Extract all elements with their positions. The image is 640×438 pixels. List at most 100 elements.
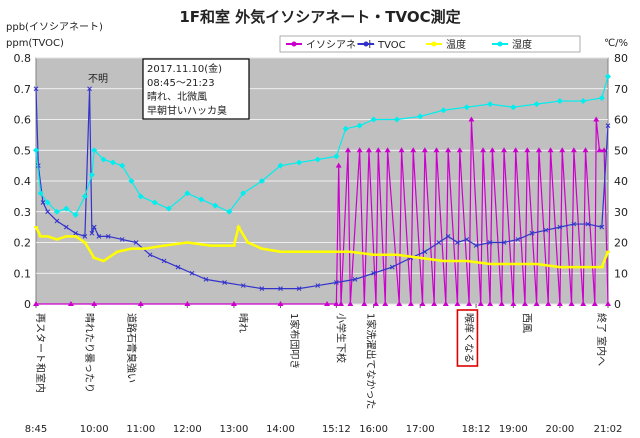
data-point [33,86,39,92]
y-tick-left-label: 0.7 [14,83,32,96]
event-label: 1家洗濯出てなかった [365,313,378,409]
data-point [393,116,400,123]
data-point [445,233,451,239]
data-point [325,250,330,253]
data-point [109,159,116,166]
event-label: 道路石膏臭強い [125,313,138,383]
data-point [418,256,423,259]
data-point [580,98,587,105]
data-point [468,116,475,122]
event-label: 終了 室内へ [595,313,608,366]
data-point [119,237,125,242]
data-point [198,196,205,203]
data-point [184,190,191,197]
data-point [45,209,50,215]
data-point [580,301,587,306]
data-point [422,249,428,255]
data-point [489,147,496,153]
data-point [533,101,540,108]
x-tick-label: 12:00 [173,424,202,435]
data-point [501,147,508,153]
x-tick-label: 11:00 [126,424,155,435]
data-point [356,147,363,153]
legend-label: イソシアネート [306,39,376,51]
series-line [35,76,609,216]
chart-title: 1F和室 外気イソシアネート・TVOC測定 [179,8,460,26]
data-point [277,301,284,306]
data-point [384,147,391,153]
data-point [33,301,39,306]
data-point [382,301,389,306]
info-time: 08:45～21:23 [147,78,215,89]
series-1 [33,86,611,291]
data-point [571,221,577,227]
data-point [45,235,50,238]
info-odor: 早朝甘いハッカ臭 [147,104,227,117]
data-point [161,258,167,264]
data-point [259,286,265,291]
data-point [557,266,562,269]
data-point [34,226,38,229]
event-label: 西風 [521,313,533,333]
y-tick-left-label: 0.5 [14,144,32,157]
x-ticks: 8:45 10:00 11:00 12:00 13:00 14:00 15:12 16:00 1… [25,304,623,435]
data-point [466,301,473,306]
data-point [345,147,352,153]
data-point [510,301,517,306]
data-point [222,280,227,285]
data-point [599,266,604,269]
data-point [82,241,87,244]
data-point [394,253,399,256]
y-tick-right-label: 70 [614,83,628,96]
data-point [40,200,46,205]
info-box: 2017.11.10(金) 08:45～21:23 晴れ、北微風 早朝甘いハッカ… [142,58,250,120]
series-2 [34,223,610,269]
data-point [137,301,144,306]
annotation-unknown: 不明 [88,73,108,85]
event-label: 小学生下校 [334,313,347,363]
y-tick-right-label: 80 [614,52,628,65]
data-point [296,159,303,166]
data-point [335,162,342,168]
x-tick-label: 19:00 [499,424,528,435]
data-point [189,270,195,276]
data-point [556,301,563,306]
y-tick-left-label: 0.6 [14,114,32,127]
data-point [581,266,586,269]
data-point [455,240,460,245]
data-point [119,162,126,169]
data-point [96,233,102,239]
data-point [72,211,79,218]
data-point [185,241,190,244]
data-point [63,205,70,212]
y-tick-left-label: 0 [24,298,31,311]
data-point [92,256,97,259]
data-point [407,301,414,306]
data-point [278,250,283,253]
y-tick-right-label: 10 [614,267,628,280]
event-labels: 再スタート和室内 晴れたり曇ったり 道路石膏臭強い 晴れ 1家布団叩き 小学生下校 1家洗濯… [34,309,608,409]
x-tick-label: 18:12 [462,424,491,435]
data-point [301,250,306,253]
x-tick-label: 21:02 [594,424,623,435]
y-axis-label-right: ℃/% [604,38,628,49]
data-point [129,247,134,250]
data-point [240,283,246,288]
legend-label: TVOC [377,40,406,51]
data-point [521,301,528,306]
x-tick-label: 10:00 [80,424,109,435]
data-point [601,147,608,153]
data-point [371,270,376,276]
data-point [547,147,554,153]
data-point [63,224,69,230]
info-weather: 晴れ、北微風 [147,90,207,103]
data-point [487,240,493,245]
x-tick-label: 8:45 [25,424,47,435]
data-point [442,301,449,306]
data-point [33,147,39,154]
y-tick-right-label: 40 [614,175,628,188]
data-point [510,104,517,111]
data-point [54,218,60,224]
data-point [398,147,405,153]
